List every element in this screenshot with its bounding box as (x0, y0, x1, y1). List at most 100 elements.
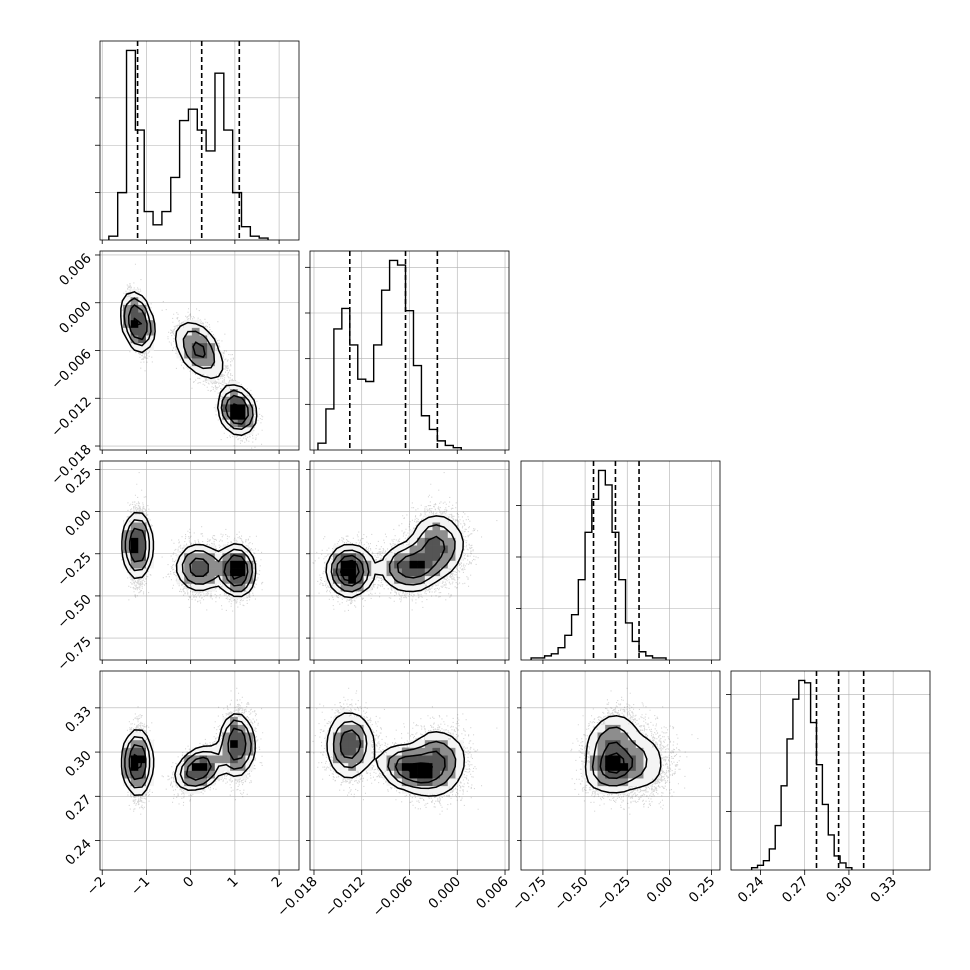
contour-level-0 (404, 762, 433, 778)
density-cell (643, 747, 652, 756)
density-cell (620, 747, 629, 756)
density-cell (230, 560, 239, 569)
density-cell (651, 770, 660, 779)
density-cell (222, 583, 231, 592)
density-cell (417, 739, 426, 748)
density-cell (605, 785, 614, 794)
density-cell (401, 568, 410, 577)
density-cell (348, 724, 357, 733)
histogram-p3 (750, 679, 853, 870)
density-cell (386, 575, 395, 584)
density-cell (122, 739, 131, 748)
density-cell (635, 762, 644, 771)
density-cell (237, 739, 246, 748)
density-cell (394, 545, 403, 554)
density-cell (222, 419, 231, 428)
density-cell (207, 335, 216, 344)
density-cell (455, 545, 464, 554)
density-cell (620, 716, 629, 725)
contour-level-1 (128, 727, 247, 781)
density-cell (394, 747, 403, 756)
density-cell (394, 552, 403, 561)
x-tick-label-p3: 0.30 (823, 874, 856, 907)
density-cell (394, 583, 403, 592)
density-cell (237, 591, 246, 600)
density-cell (237, 568, 246, 577)
density-cell (628, 724, 637, 733)
density-cell (325, 568, 334, 577)
density-cell (191, 552, 200, 561)
density-cell (605, 755, 614, 764)
density-cell (432, 785, 441, 794)
density-cell (138, 529, 147, 538)
density-cell (651, 762, 660, 771)
density-cell (597, 770, 606, 779)
x-tick-label-p1: 0.000 (425, 874, 464, 913)
density-cell (184, 778, 193, 787)
histogram-p2 (530, 469, 667, 660)
density-cell (138, 747, 147, 756)
density-cell (363, 552, 372, 561)
density-cell (440, 747, 449, 756)
density-cell (199, 335, 208, 344)
density-cell (176, 560, 185, 569)
density-cell (245, 739, 254, 748)
density-cell (620, 739, 629, 748)
density-cell (230, 583, 239, 592)
density-cell (417, 785, 426, 794)
density-cell (199, 583, 208, 592)
panel-frame-3-2 (520, 670, 721, 871)
density-cell (191, 568, 200, 577)
density-cell (612, 762, 621, 771)
density-cell (432, 732, 441, 741)
density-cell (207, 778, 216, 787)
density-cell (620, 724, 629, 733)
density-cell (643, 770, 652, 779)
density-cell (138, 785, 147, 794)
contour-level-3 (325, 515, 464, 599)
density-cell (409, 762, 418, 771)
y-tick-label-p1: −0.006 (48, 346, 95, 393)
density-cell (417, 770, 426, 779)
density-cell (130, 762, 139, 771)
density-cell (130, 522, 139, 531)
density-cell (325, 560, 334, 569)
density-cell (612, 716, 621, 725)
panel-frame-0-0 (99, 40, 300, 241)
density-cell (348, 583, 357, 592)
density-cell (214, 552, 223, 561)
density-cell (348, 739, 357, 748)
density-cell (199, 350, 208, 359)
density-cell (401, 560, 410, 569)
density-cell (214, 350, 223, 359)
density-cell (378, 755, 387, 764)
density-cell (122, 755, 131, 764)
density-cell (222, 545, 231, 554)
contour-level-0 (132, 741, 237, 771)
density-cell (401, 747, 410, 756)
density-cell (417, 568, 426, 577)
density-cell (440, 568, 449, 577)
density-cell (199, 552, 208, 561)
density-cell (348, 545, 357, 554)
density-cell (612, 770, 621, 779)
density-cell (214, 747, 223, 756)
scatter-panel-p0-p2 (100, 461, 299, 660)
density-cell (214, 575, 223, 584)
density-cell (440, 529, 449, 538)
y-tick-label-p3: 0.27 (62, 792, 95, 825)
contour-level-2 (332, 720, 457, 790)
density-cell (122, 312, 131, 321)
density-cell (409, 583, 418, 592)
density-cell (432, 778, 441, 787)
density-cell (394, 778, 403, 787)
density-cell (355, 560, 364, 569)
density-cell (176, 552, 185, 561)
density-cell (332, 739, 341, 748)
density-cell (386, 778, 395, 787)
density-cell (355, 747, 364, 756)
density-cell (589, 732, 598, 741)
density-cell (176, 568, 185, 577)
density-cell (237, 583, 246, 592)
